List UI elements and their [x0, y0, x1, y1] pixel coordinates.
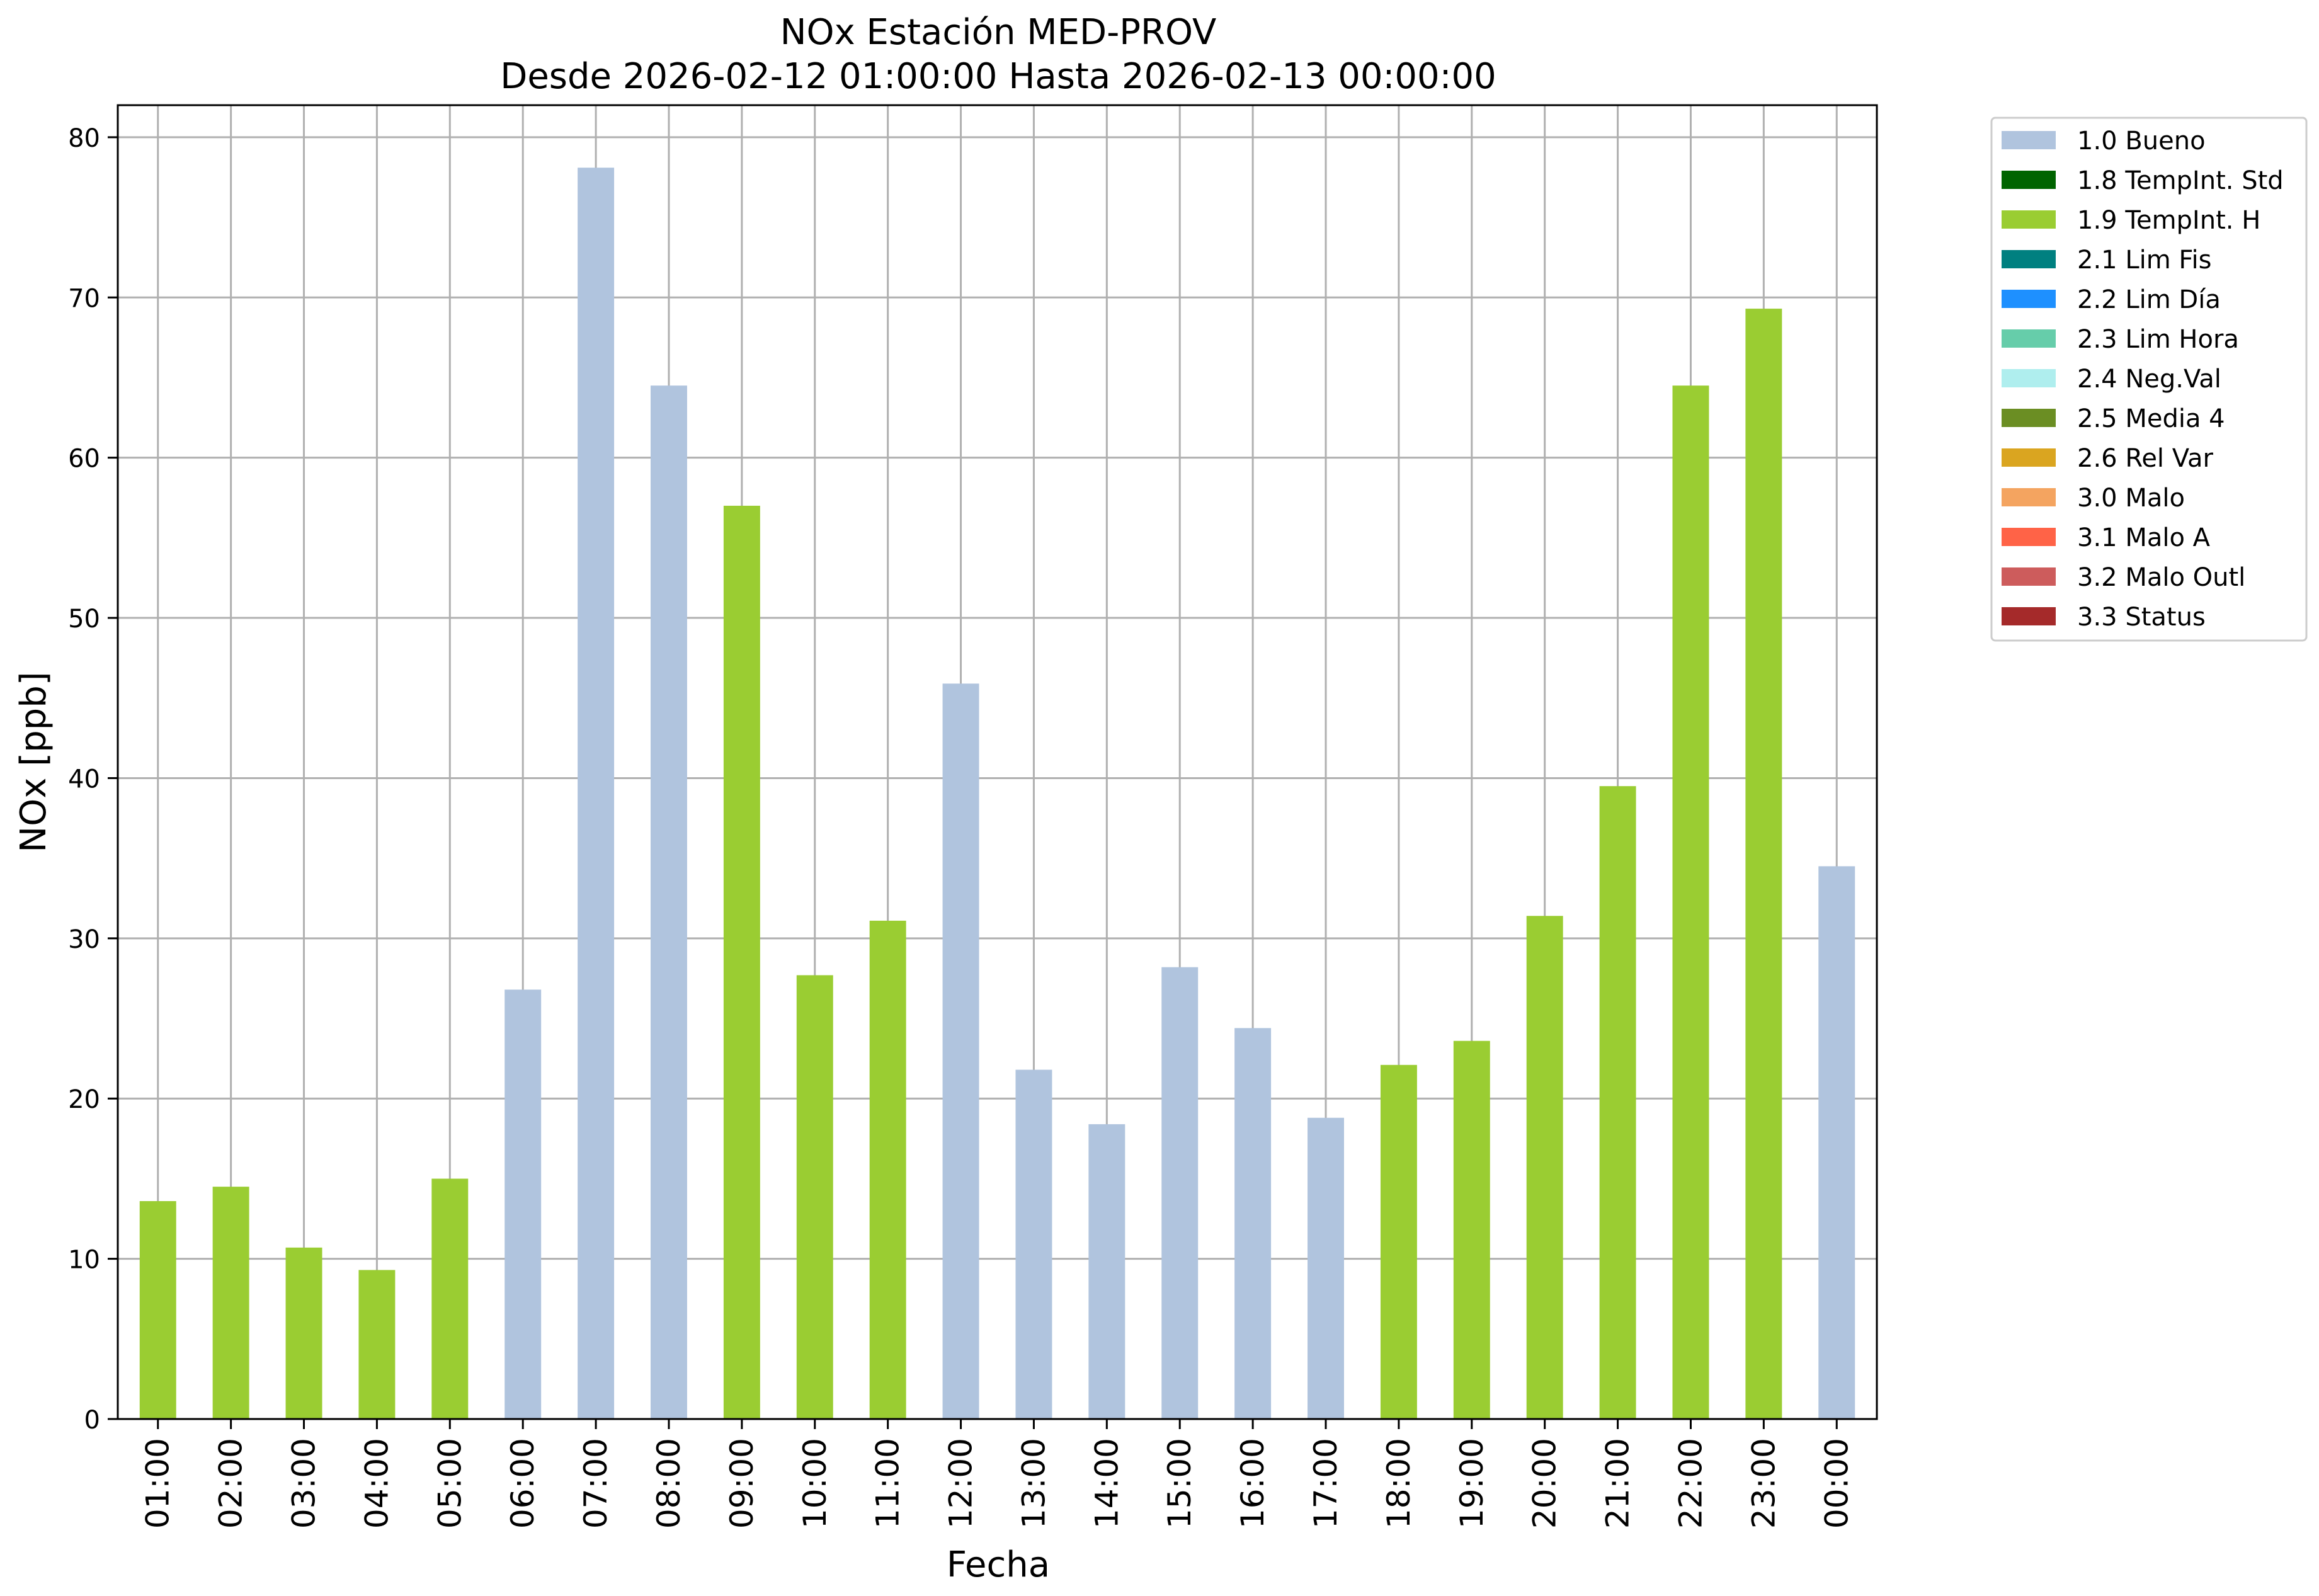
bar	[1672, 385, 1709, 1420]
legend-swatch	[2002, 567, 2056, 586]
legend-label: 3.0 Malo	[2077, 484, 2185, 513]
legend-label: 2.4 Neg.Val	[2077, 365, 2221, 394]
x-tick-label: 02:00	[213, 1438, 249, 1529]
x-tick-label: 10:00	[797, 1438, 833, 1529]
y-tick-label: 0	[84, 1406, 100, 1435]
bar	[1818, 866, 1855, 1419]
y-tick-label: 30	[68, 925, 100, 954]
x-tick-label: 04:00	[358, 1438, 395, 1529]
bar	[212, 1187, 249, 1419]
bar	[285, 1247, 322, 1419]
bar	[1161, 967, 1199, 1419]
x-tick-label: 03:00	[286, 1438, 322, 1529]
x-tick-label: 22:00	[1672, 1438, 1709, 1529]
bar	[358, 1270, 396, 1419]
bar	[1453, 1040, 1490, 1419]
legend-swatch	[2002, 448, 2056, 467]
legend-swatch	[2002, 409, 2056, 427]
bar	[139, 1201, 176, 1419]
bar	[796, 975, 833, 1419]
legend-swatch	[2002, 290, 2056, 308]
x-tick-label: 06:00	[504, 1438, 541, 1529]
y-tick-label: 60	[68, 445, 100, 474]
legend-label: 2.5 Media 4	[2077, 404, 2225, 433]
bars	[139, 168, 1855, 1420]
y-tick-label: 10	[68, 1246, 100, 1275]
x-tick-label: 23:00	[1745, 1438, 1782, 1529]
legend-label: 3.2 Malo Outl	[2077, 563, 2245, 592]
bar	[651, 385, 687, 1420]
x-tick-label: 13:00	[1015, 1438, 1052, 1529]
x-tick-label: 01:00	[140, 1438, 176, 1529]
legend-swatch	[2002, 369, 2056, 387]
bar	[431, 1178, 469, 1419]
bar	[1088, 1124, 1125, 1419]
bar	[942, 683, 979, 1419]
x-tick-label: 08:00	[651, 1438, 687, 1529]
x-tick-label: 11:00	[870, 1438, 906, 1529]
x-axis-label: Fecha	[947, 1544, 1050, 1585]
x-tick-label: 19:00	[1454, 1438, 1490, 1529]
legend-label: 2.2 Lim Día	[2077, 285, 2221, 314]
legend-swatch	[2002, 329, 2056, 348]
bar	[1599, 786, 1636, 1419]
legend-label: 2.3 Lim Hora	[2077, 325, 2239, 354]
bar	[1308, 1117, 1344, 1419]
y-tick-label: 50	[68, 605, 100, 634]
x-tick-label: 09:00	[724, 1438, 760, 1529]
x-tick-label: 15:00	[1161, 1438, 1198, 1529]
x-tick-label: 05:00	[431, 1438, 468, 1529]
x-tick-label: 00:00	[1818, 1438, 1855, 1529]
bar	[1015, 1069, 1052, 1419]
legend-label: 2.6 Rel Var	[2077, 444, 2214, 473]
bar	[1380, 1064, 1417, 1419]
bar	[723, 505, 760, 1419]
legend-label: 1.8 TempInt. Std	[2077, 166, 2284, 195]
x-tick-label: 20:00	[1527, 1438, 1563, 1529]
x-tick-label: 17:00	[1308, 1438, 1344, 1529]
legend-swatch	[2002, 488, 2056, 506]
bar	[1745, 309, 1782, 1419]
legend-swatch	[2002, 210, 2056, 229]
legend-frame	[1990, 117, 2308, 642]
legend-label: 3.3 Status	[2077, 603, 2206, 632]
legend-swatch	[2002, 607, 2056, 625]
x-tick-label: 16:00	[1234, 1438, 1271, 1529]
legend: 1.0 Bueno 1.8 TempInt. Std 1.9 TempInt. H 2…	[1990, 117, 2308, 642]
x-tick-label: 07:00	[578, 1438, 614, 1529]
legend-label: 1.9 TempInt. H	[2077, 206, 2260, 235]
legend-swatch	[2002, 171, 2056, 189]
bar	[578, 168, 615, 1420]
legend-label: 3.1 Malo A	[2077, 523, 2211, 552]
x-axis: 01:00 02:00 03:00 04:00 05:00 06:00 07:00 08:00…	[140, 1419, 1855, 1529]
y-tick-label: 20	[68, 1085, 100, 1114]
x-tick-label: 18:00	[1381, 1438, 1417, 1529]
y-tick-label: 40	[68, 765, 100, 794]
bar	[504, 989, 542, 1419]
x-tick-label: 12:00	[943, 1438, 979, 1529]
legend-label: 1.0 Bueno	[2077, 127, 2206, 156]
plot-frame	[117, 104, 1878, 1420]
y-tick-label: 80	[68, 124, 100, 153]
legend-swatch	[2002, 131, 2056, 149]
y-axis: 0 10 20 30 40 50 60 70 80	[68, 124, 118, 1435]
legend-label: 2.1 Lim Fis	[2077, 246, 2211, 275]
bar	[1234, 1028, 1272, 1419]
x-tick-label: 14:00	[1088, 1438, 1125, 1529]
y-axis-label: NOx [ppb]	[13, 671, 54, 852]
bar	[869, 920, 906, 1419]
y-tick-label: 70	[68, 284, 100, 313]
bar	[1526, 916, 1563, 1419]
legend-swatch	[2002, 528, 2056, 546]
legend-swatch	[2002, 250, 2056, 268]
chart-subtitle: Desde 2026-02-12 01:00:00 Hasta 2026-02-…	[500, 56, 1496, 97]
x-tick-label: 21:00	[1600, 1438, 1636, 1529]
chart-title: NOx Estación MED-PROV	[780, 12, 1217, 53]
